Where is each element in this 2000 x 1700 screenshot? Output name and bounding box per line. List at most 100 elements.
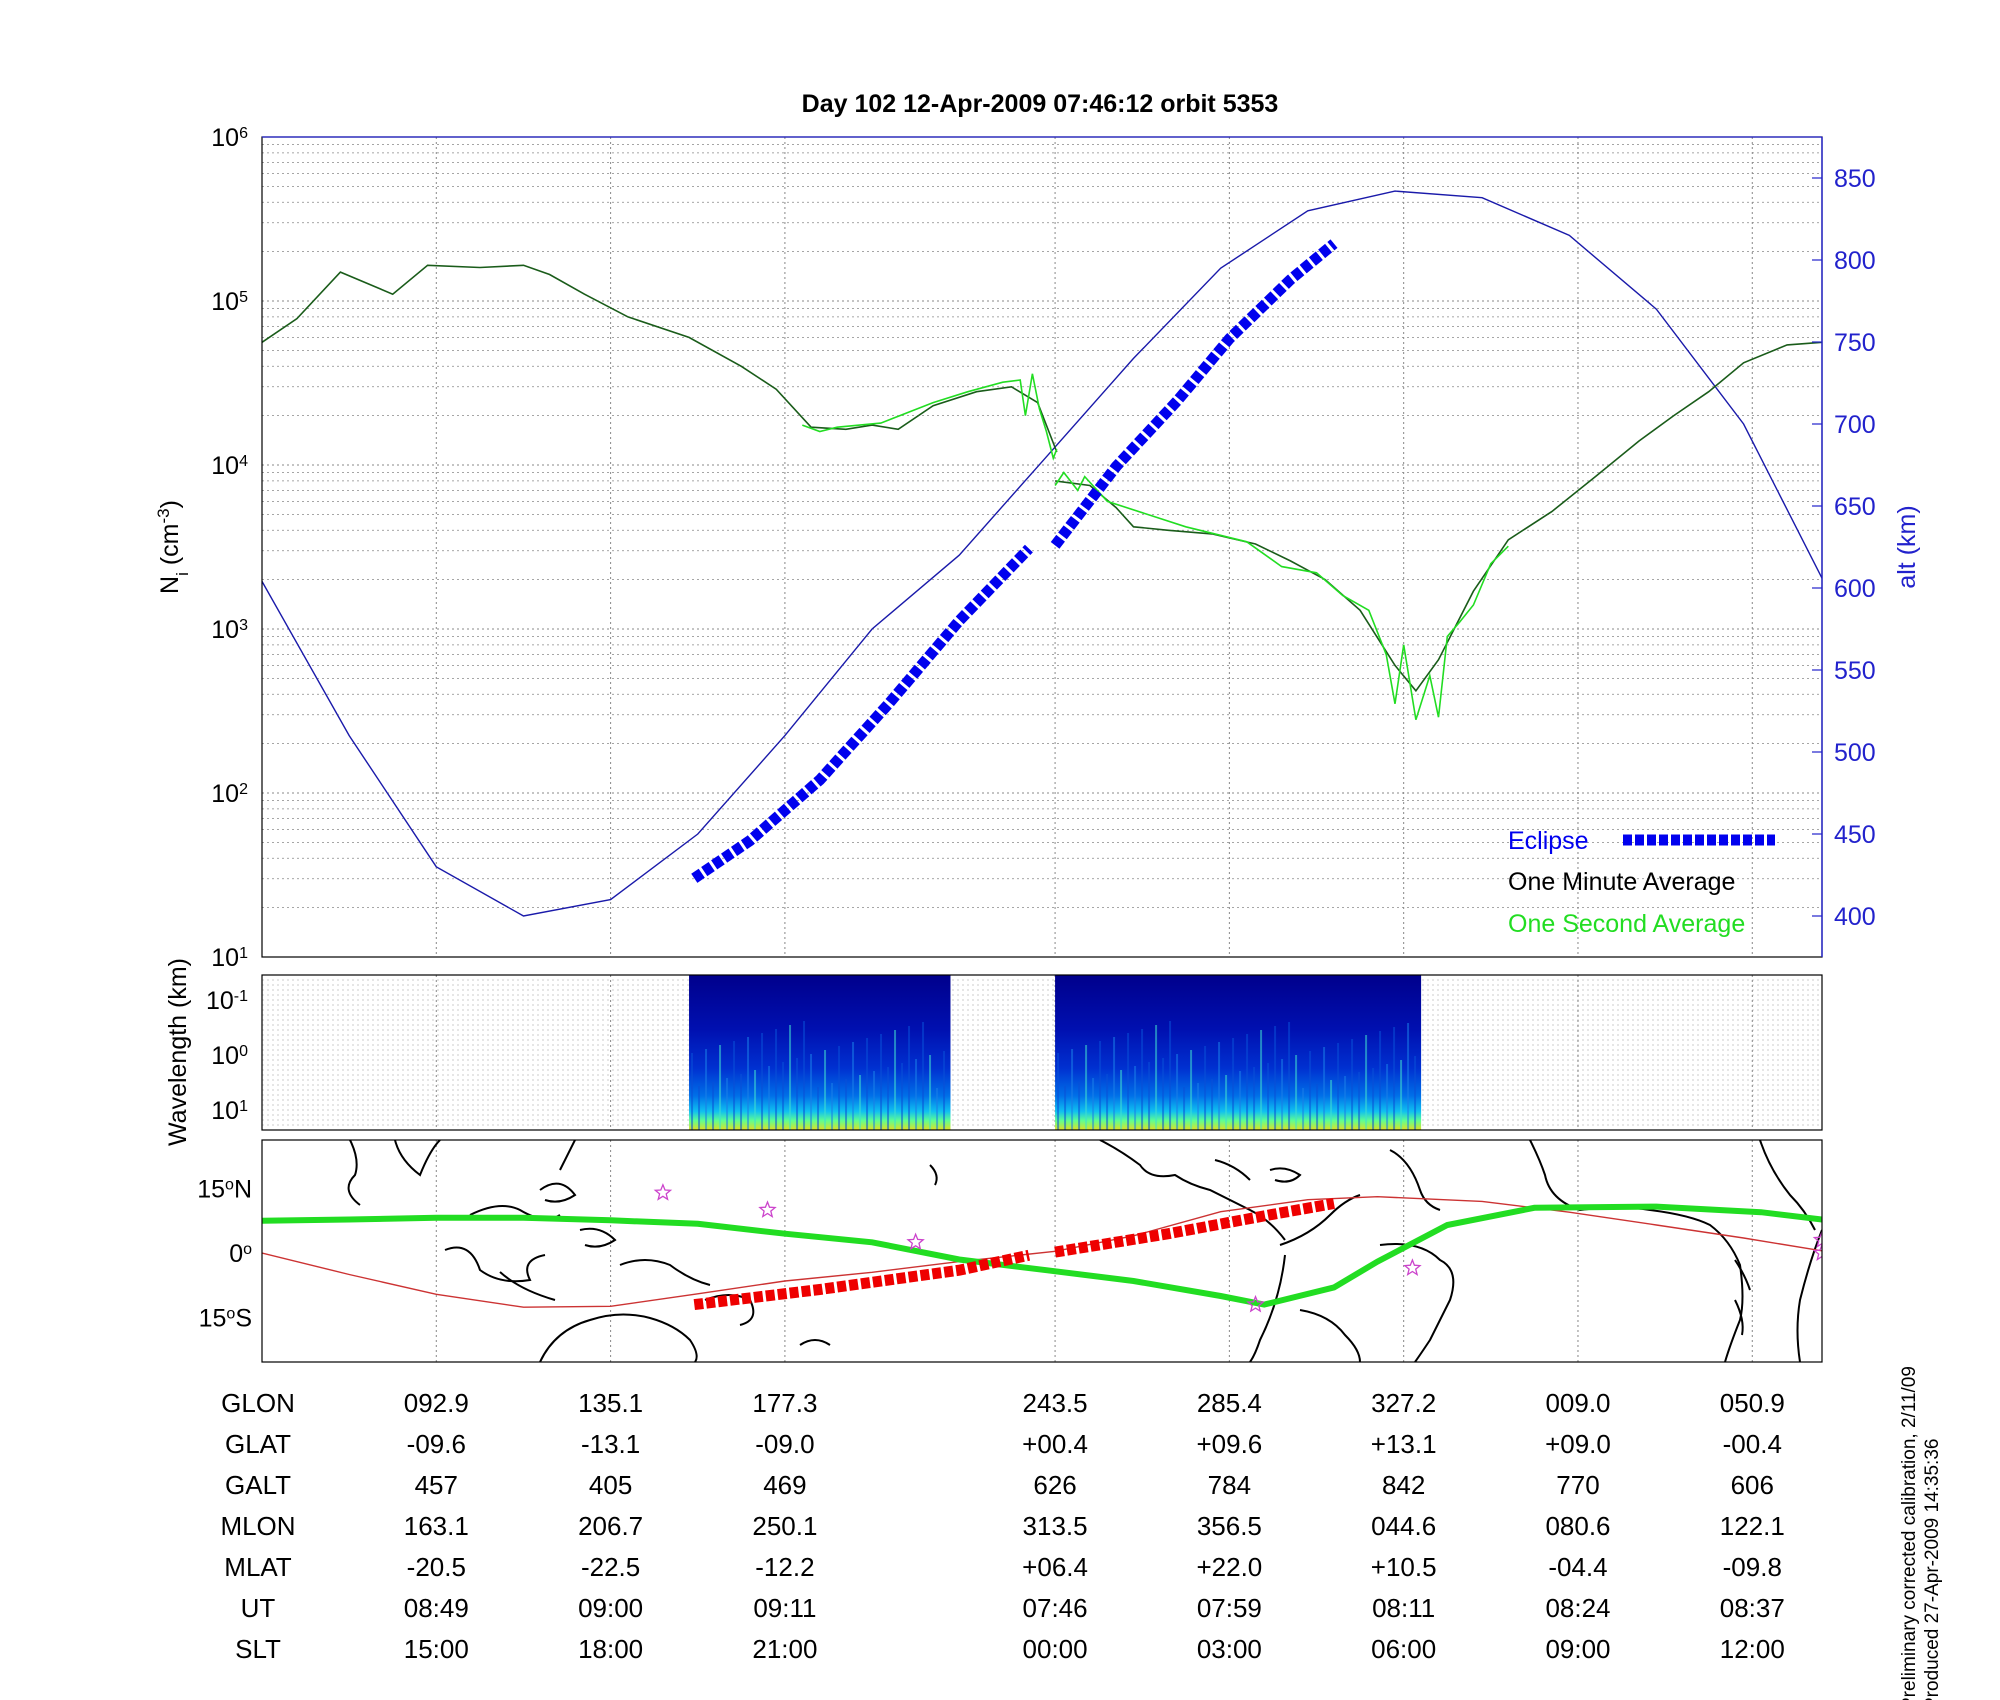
map-lat-tick-label: 15oS — [199, 1305, 252, 1333]
table-cell: -00.4 — [1723, 1429, 1782, 1459]
table-cell: 356.5 — [1197, 1511, 1262, 1541]
table-row-label: GLAT — [225, 1429, 291, 1459]
table-cell: 18:00 — [578, 1634, 643, 1664]
table-cell: 08:11 — [1372, 1593, 1435, 1623]
legend-eclipse-label: Eclipse — [1508, 827, 1589, 855]
chart-title: Day 102 12-Apr-2009 07:46:12 orbit 5353 — [802, 90, 1279, 118]
table-cell: +00.4 — [1022, 1429, 1088, 1459]
one-minute-average-line — [261, 264, 1058, 453]
density-gridlines — [262, 137, 1822, 958]
map-panel: 15oN 0o 15oS — [197, 1139, 1823, 1363]
one-minute-average-line — [1054, 341, 1823, 693]
magnetic-equator-line — [262, 1203, 1822, 1308]
table-cell: 327.2 — [1371, 1388, 1436, 1418]
table-cell: 285.4 — [1197, 1388, 1262, 1418]
table-cell: -09.0 — [755, 1429, 814, 1459]
footnote-calibration: Preliminary corrected calibration, 2/11/… — [1899, 1366, 1920, 1700]
event-star-marker — [1246, 1294, 1265, 1313]
altitude-y-ticks: 400 450 500 550 600 650 700 750 800 850 — [1812, 165, 1876, 931]
table-cell: 03:00 — [1197, 1634, 1262, 1664]
altitude-tick-label: 400 — [1834, 903, 1876, 931]
table-cell: 009.0 — [1545, 1388, 1610, 1418]
table-cell: 09:00 — [1545, 1634, 1610, 1664]
altitude-tick-label: 700 — [1834, 411, 1876, 439]
event-star-marker — [1812, 1243, 1822, 1261]
table-cell: 626 — [1033, 1470, 1076, 1500]
map-eclipse-segment — [1054, 1198, 1335, 1258]
density-y-ticks: 101 102 103 104 105 106 — [211, 124, 248, 972]
table-cell: 21:00 — [752, 1634, 817, 1664]
eclipse-segment — [691, 544, 1033, 883]
table-cell: +09.6 — [1196, 1429, 1262, 1459]
table-cell: 06:00 — [1371, 1634, 1436, 1664]
table-cell: 044.6 — [1371, 1511, 1436, 1541]
event-star-marker — [906, 1232, 925, 1251]
table-row-label: SLT — [235, 1634, 281, 1664]
table-cell: 135.1 — [578, 1388, 643, 1418]
footnote-produced: Produced 27-Apr-2009 14:35:36 — [1922, 1439, 1943, 1700]
altitude-tick-label: 600 — [1834, 575, 1876, 603]
legend-second-label: One Second Average — [1508, 910, 1745, 938]
event-star-marker — [758, 1200, 777, 1218]
map-eclipse-segment — [693, 1249, 1031, 1311]
density-y-tick-label: 105 — [211, 288, 248, 316]
table-cell: 122.1 — [1720, 1511, 1785, 1541]
table-cell: -09.8 — [1723, 1552, 1782, 1582]
orbit-parameter-table: GLON 092.9 135.1 177.3 243.5 285.4 327.2 009.0 0… — [220, 1388, 1784, 1664]
map-lat-ticks: 15oN 0o 15oS — [197, 1176, 252, 1333]
altitude-y-label: alt (km) — [1893, 505, 1921, 588]
table-row-label: MLON — [220, 1511, 295, 1541]
table-cell: -04.4 — [1548, 1552, 1607, 1582]
map-lat-tick-label: 0o — [229, 1240, 252, 1268]
table-cell: 250.1 — [752, 1511, 817, 1541]
density-panel: 101 102 103 104 105 106 400 450 500 550 600 650 700… — [154, 124, 1922, 972]
table-cell: 15:00 — [404, 1634, 469, 1664]
ground-track-line — [262, 1195, 1822, 1308]
density-y-tick-label: 103 — [211, 616, 248, 644]
spectrogram-y-label: Wavelength (km) — [164, 958, 192, 1146]
density-y-tick-label: 104 — [211, 452, 248, 480]
table-cell: 092.9 — [404, 1388, 469, 1418]
table-cell: -22.5 — [581, 1552, 640, 1582]
spectrogram-y-tick-label: 10-1 — [206, 987, 248, 1015]
table-cell: 206.7 — [578, 1511, 643, 1541]
event-star-marker — [1812, 1230, 1822, 1249]
table-cell: 770 — [1556, 1470, 1599, 1500]
event-star-marker — [1403, 1258, 1422, 1276]
density-y-tick-label: 101 — [211, 944, 248, 972]
table-cell: 163.1 — [404, 1511, 469, 1541]
table-cell: 07:59 — [1197, 1593, 1262, 1623]
table-cell: 784 — [1208, 1470, 1251, 1500]
density-series — [261, 190, 1823, 917]
spectrogram-panel: 10-1 100 101 Wavelength (km) — [164, 958, 1823, 1146]
altitude-tick-label: 550 — [1834, 657, 1876, 685]
map-coastlines — [347, 1140, 1822, 1362]
table-cell: 08:37 — [1720, 1593, 1785, 1623]
table-cell: 09:00 — [578, 1593, 643, 1623]
table-cell: +09.0 — [1545, 1429, 1611, 1459]
table-cell: 08:49 — [404, 1593, 469, 1623]
table-cell: -13.1 — [581, 1429, 640, 1459]
table-cell: 09:11 — [753, 1593, 816, 1623]
altitude-tick-label: 800 — [1834, 247, 1876, 275]
spectrogram-y-tick-label: 101 — [211, 1097, 248, 1125]
table-cell: 080.6 — [1545, 1511, 1610, 1541]
altitude-tick-label: 850 — [1834, 165, 1876, 193]
density-y-tick-label: 106 — [211, 124, 248, 152]
density-y-label: Ni (cm-3) — [154, 500, 192, 594]
table-cell: -20.5 — [407, 1552, 466, 1582]
table-cell: 12:00 — [1720, 1634, 1785, 1664]
one-second-average-line — [1054, 471, 1509, 720]
table-cell: 842 — [1382, 1470, 1425, 1500]
table-cell: -09.6 — [407, 1429, 466, 1459]
table-cell: 606 — [1731, 1470, 1774, 1500]
table-cell: 07:46 — [1023, 1593, 1088, 1623]
altitude-tick-label: 450 — [1834, 821, 1876, 849]
table-row-label: GALT — [225, 1470, 291, 1500]
table-cell: 00:00 — [1023, 1634, 1088, 1664]
table-cell: 177.3 — [752, 1388, 817, 1418]
density-y-tick-label: 102 — [211, 780, 248, 808]
table-cell: 405 — [589, 1470, 632, 1500]
table-cell: +13.1 — [1371, 1429, 1437, 1459]
